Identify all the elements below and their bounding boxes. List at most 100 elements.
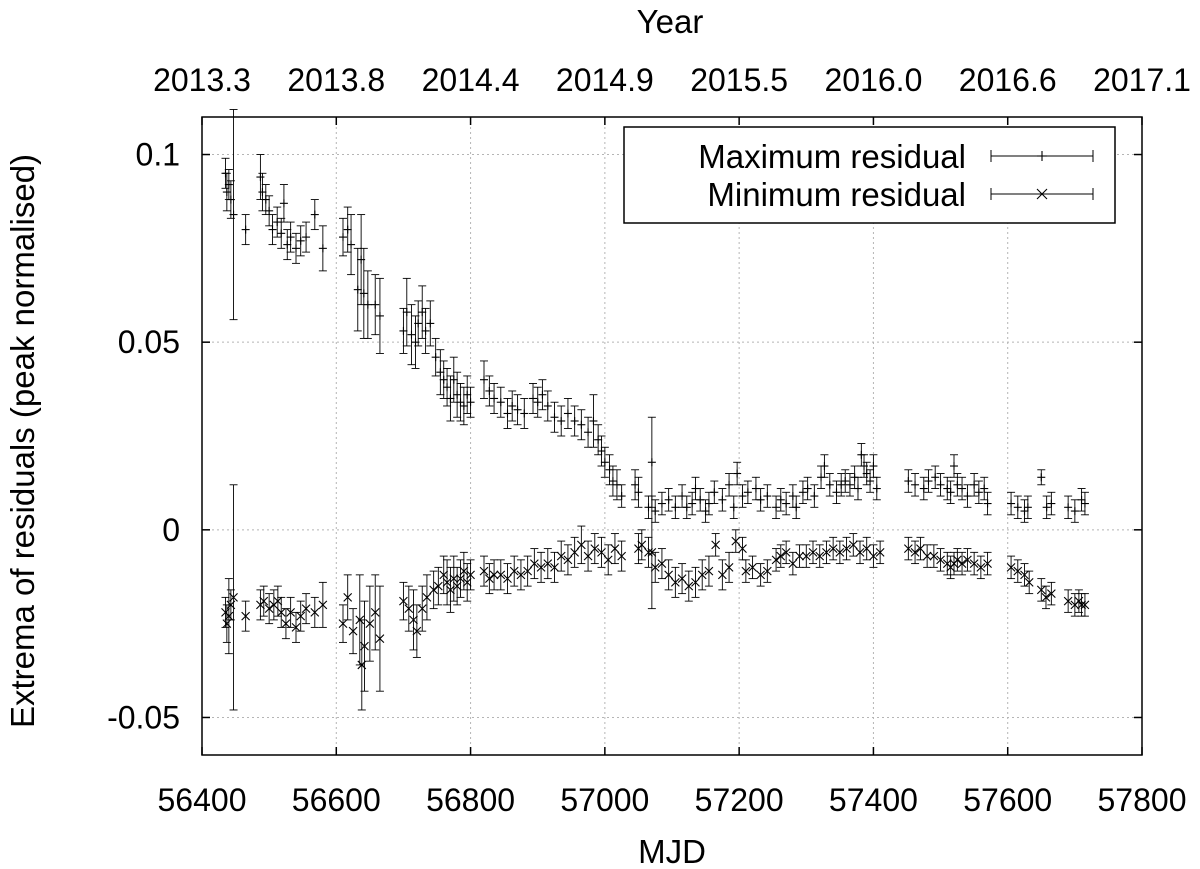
data-point bbox=[563, 398, 572, 429]
x2-tick-label: 2013.3 bbox=[153, 62, 251, 98]
data-point bbox=[725, 473, 734, 497]
data-point bbox=[688, 491, 697, 516]
data-point bbox=[919, 476, 928, 501]
data-point bbox=[776, 488, 785, 512]
data-point bbox=[496, 386, 505, 418]
data-point bbox=[848, 533, 858, 557]
data-point bbox=[338, 604, 348, 643]
data-point bbox=[414, 300, 423, 347]
data-point bbox=[869, 544, 878, 568]
data-point bbox=[296, 225, 305, 257]
data-point bbox=[963, 484, 972, 508]
data-point bbox=[543, 390, 552, 422]
data-point bbox=[820, 454, 829, 478]
data-point bbox=[224, 578, 234, 655]
data-point bbox=[421, 307, 430, 354]
data-point bbox=[503, 398, 512, 429]
data-point bbox=[771, 548, 781, 572]
data-point bbox=[375, 277, 384, 354]
data-point bbox=[241, 600, 251, 632]
data-point bbox=[798, 480, 807, 505]
y-tick-label: 0.1 bbox=[136, 137, 180, 173]
data-point bbox=[1064, 495, 1073, 520]
data-point bbox=[710, 480, 719, 505]
data-point bbox=[276, 596, 286, 628]
data-point bbox=[281, 608, 291, 640]
data-point bbox=[466, 386, 475, 418]
data-point bbox=[576, 525, 586, 565]
data-point bbox=[1047, 491, 1056, 516]
data-point bbox=[825, 473, 834, 497]
data-point bbox=[360, 600, 369, 692]
legend-label-maximum: Maximum residual bbox=[698, 138, 966, 175]
data-point bbox=[485, 375, 494, 407]
data-point bbox=[855, 540, 865, 565]
x2-tick-label: 2014.4 bbox=[422, 62, 520, 98]
data-point bbox=[1036, 578, 1046, 602]
data-point bbox=[756, 488, 765, 512]
data-point bbox=[828, 536, 838, 561]
data-point bbox=[1080, 593, 1090, 617]
y-tick-label: -0.05 bbox=[107, 699, 180, 735]
data-point bbox=[520, 398, 529, 429]
legend-box bbox=[623, 126, 1116, 224]
data-point bbox=[748, 555, 757, 580]
data-point bbox=[617, 484, 626, 508]
data-point bbox=[974, 480, 983, 505]
x-tick-label: 57000 bbox=[560, 782, 649, 818]
data-point bbox=[837, 473, 846, 497]
ticks: 56400 2013.3 56600 2013.8 56800 2014.4 57000 20… bbox=[107, 62, 1191, 818]
data-point bbox=[339, 217, 347, 257]
data-point bbox=[439, 360, 448, 399]
data-point bbox=[763, 484, 772, 508]
data-point bbox=[670, 566, 680, 598]
data-point bbox=[301, 593, 311, 625]
data-point bbox=[1063, 589, 1073, 613]
data-point bbox=[822, 540, 831, 565]
data-point bbox=[538, 379, 547, 411]
data-point bbox=[399, 581, 408, 621]
data-point bbox=[696, 488, 705, 512]
data-point bbox=[631, 469, 640, 501]
data-point bbox=[484, 563, 494, 595]
data-point bbox=[466, 559, 475, 591]
data-point bbox=[792, 495, 801, 520]
data-point bbox=[422, 574, 432, 621]
data-point bbox=[443, 367, 452, 407]
data-point bbox=[664, 559, 674, 591]
data-point bbox=[292, 232, 300, 264]
data-point bbox=[1023, 495, 1032, 520]
data-point bbox=[711, 533, 721, 557]
top-axis-title: Year bbox=[637, 3, 704, 40]
data-point bbox=[557, 405, 566, 437]
data-point bbox=[503, 563, 512, 595]
data-point bbox=[718, 488, 727, 512]
data-point bbox=[583, 540, 593, 572]
data-point bbox=[563, 544, 573, 576]
x-tick-label: 57800 bbox=[1098, 782, 1187, 818]
data-point bbox=[717, 559, 727, 591]
data-point bbox=[283, 229, 292, 261]
data-point bbox=[1006, 555, 1016, 580]
data-point bbox=[291, 611, 301, 643]
data-point bbox=[922, 544, 932, 568]
y-tick-label: 0.05 bbox=[118, 324, 180, 360]
data-point bbox=[810, 484, 819, 508]
data-point bbox=[439, 555, 449, 595]
y-tick-label: 0 bbox=[162, 512, 180, 548]
data-point bbox=[449, 555, 459, 602]
data-point bbox=[647, 416, 656, 508]
data-point bbox=[594, 424, 603, 456]
data-point bbox=[426, 300, 435, 347]
data-point bbox=[952, 548, 962, 572]
data-point bbox=[516, 559, 526, 591]
data-point bbox=[738, 484, 747, 508]
data-point bbox=[597, 536, 606, 568]
data-point bbox=[496, 559, 506, 591]
data-point bbox=[756, 563, 766, 587]
x2-tick-label: 2016.6 bbox=[959, 62, 1057, 98]
data-point bbox=[577, 409, 586, 441]
data-point bbox=[644, 536, 653, 568]
data-point bbox=[286, 596, 296, 628]
data-point bbox=[841, 469, 850, 493]
